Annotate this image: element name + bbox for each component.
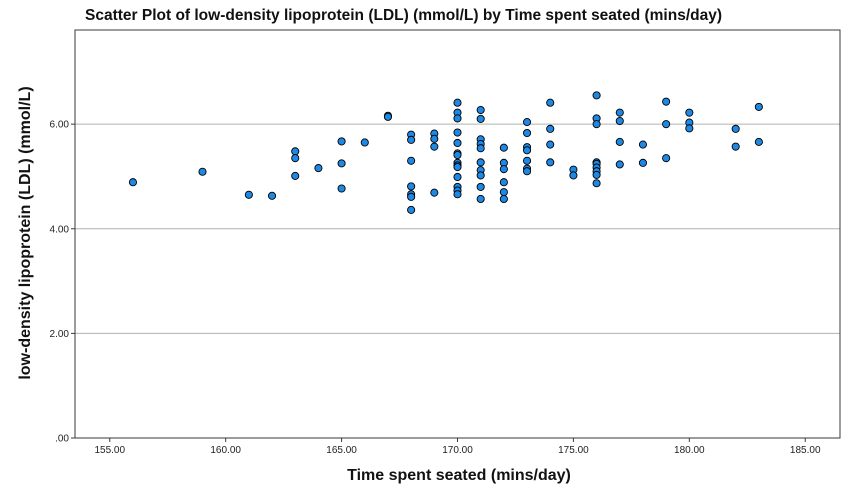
data-points (128, 91, 763, 214)
x-tick-label: 180.00 (674, 445, 705, 456)
data-point (453, 150, 462, 160)
data-point (453, 172, 462, 182)
data-point (592, 170, 601, 179)
data-point (453, 138, 462, 148)
data-point (198, 167, 207, 176)
data-point (337, 184, 346, 193)
data-point (407, 135, 416, 144)
data-point (522, 156, 532, 165)
data-point (615, 116, 624, 126)
x-tick-label: 160.00 (210, 445, 241, 456)
data-point (615, 137, 624, 146)
x-tick-label: 155.00 (94, 445, 125, 456)
x-tick-label: 170.00 (442, 445, 473, 456)
data-point (476, 171, 485, 180)
data-point (430, 142, 439, 151)
y-axis-label: low-density lipoprotein (LDL) (mmol/L) (17, 86, 34, 380)
data-point (476, 158, 485, 167)
data-point (685, 124, 694, 133)
data-point (267, 191, 277, 200)
data-point (499, 188, 508, 197)
data-point (499, 143, 508, 152)
data-point (754, 102, 763, 111)
data-point (522, 128, 532, 138)
data-point (592, 179, 601, 188)
data-point (337, 159, 346, 168)
chart-title: Scatter Plot of low-density lipoprotein … (85, 7, 722, 24)
data-point (499, 165, 508, 174)
data-point (407, 205, 416, 214)
y-tick-label: 6.00 (50, 120, 70, 131)
x-axis-label: Time spent seated (mins/day) (347, 467, 571, 484)
data-point (407, 182, 416, 191)
data-point (546, 158, 555, 167)
data-point (662, 154, 671, 163)
data-point (453, 128, 462, 137)
data-point (546, 140, 555, 149)
data-point (453, 190, 462, 199)
y-tick-label: 2.00 (50, 329, 70, 340)
data-point (383, 112, 393, 121)
data-point (522, 118, 532, 127)
data-point (615, 160, 624, 169)
data-point (499, 178, 508, 187)
data-point (499, 194, 508, 204)
data-point (546, 98, 555, 107)
data-point (546, 124, 555, 133)
data-point (522, 146, 532, 155)
axis-ticks: .00 2.00 4.00 6.00 155.00 160.00 165.00 170.00 1… (50, 120, 821, 456)
data-point (360, 138, 369, 147)
data-point (638, 140, 648, 149)
data-point (430, 188, 439, 197)
data-point (662, 120, 671, 129)
data-point (638, 158, 648, 167)
data-point (592, 91, 601, 100)
data-point (754, 137, 763, 146)
data-point (291, 154, 300, 163)
data-point (314, 164, 323, 173)
x-tick-label: 175.00 (558, 445, 589, 456)
data-point (453, 162, 462, 172)
data-point (244, 190, 253, 199)
data-point (731, 142, 740, 151)
data-point (407, 156, 416, 165)
data-point (291, 147, 300, 156)
x-tick-label: 185.00 (790, 445, 821, 456)
data-point (476, 194, 485, 204)
x-tick-label: 165.00 (326, 445, 357, 456)
data-point (476, 182, 485, 191)
data-point (337, 137, 346, 146)
data-point (128, 178, 138, 187)
data-point (430, 134, 439, 143)
y-tick-label: 4.00 (50, 224, 70, 235)
data-point (291, 171, 300, 180)
data-point (731, 124, 740, 133)
data-point (453, 98, 462, 107)
data-point (615, 108, 624, 117)
data-point (476, 144, 485, 153)
data-point (522, 167, 532, 176)
plot-frame (74, 29, 841, 439)
y-tick-label: .00 (55, 434, 69, 445)
data-point (407, 192, 416, 201)
data-point (476, 105, 485, 115)
data-point (662, 97, 671, 106)
data-point (453, 114, 462, 123)
data-point (685, 108, 694, 117)
data-point (592, 120, 601, 129)
data-point (569, 171, 578, 180)
data-point (476, 114, 485, 123)
gridlines (75, 123, 840, 334)
